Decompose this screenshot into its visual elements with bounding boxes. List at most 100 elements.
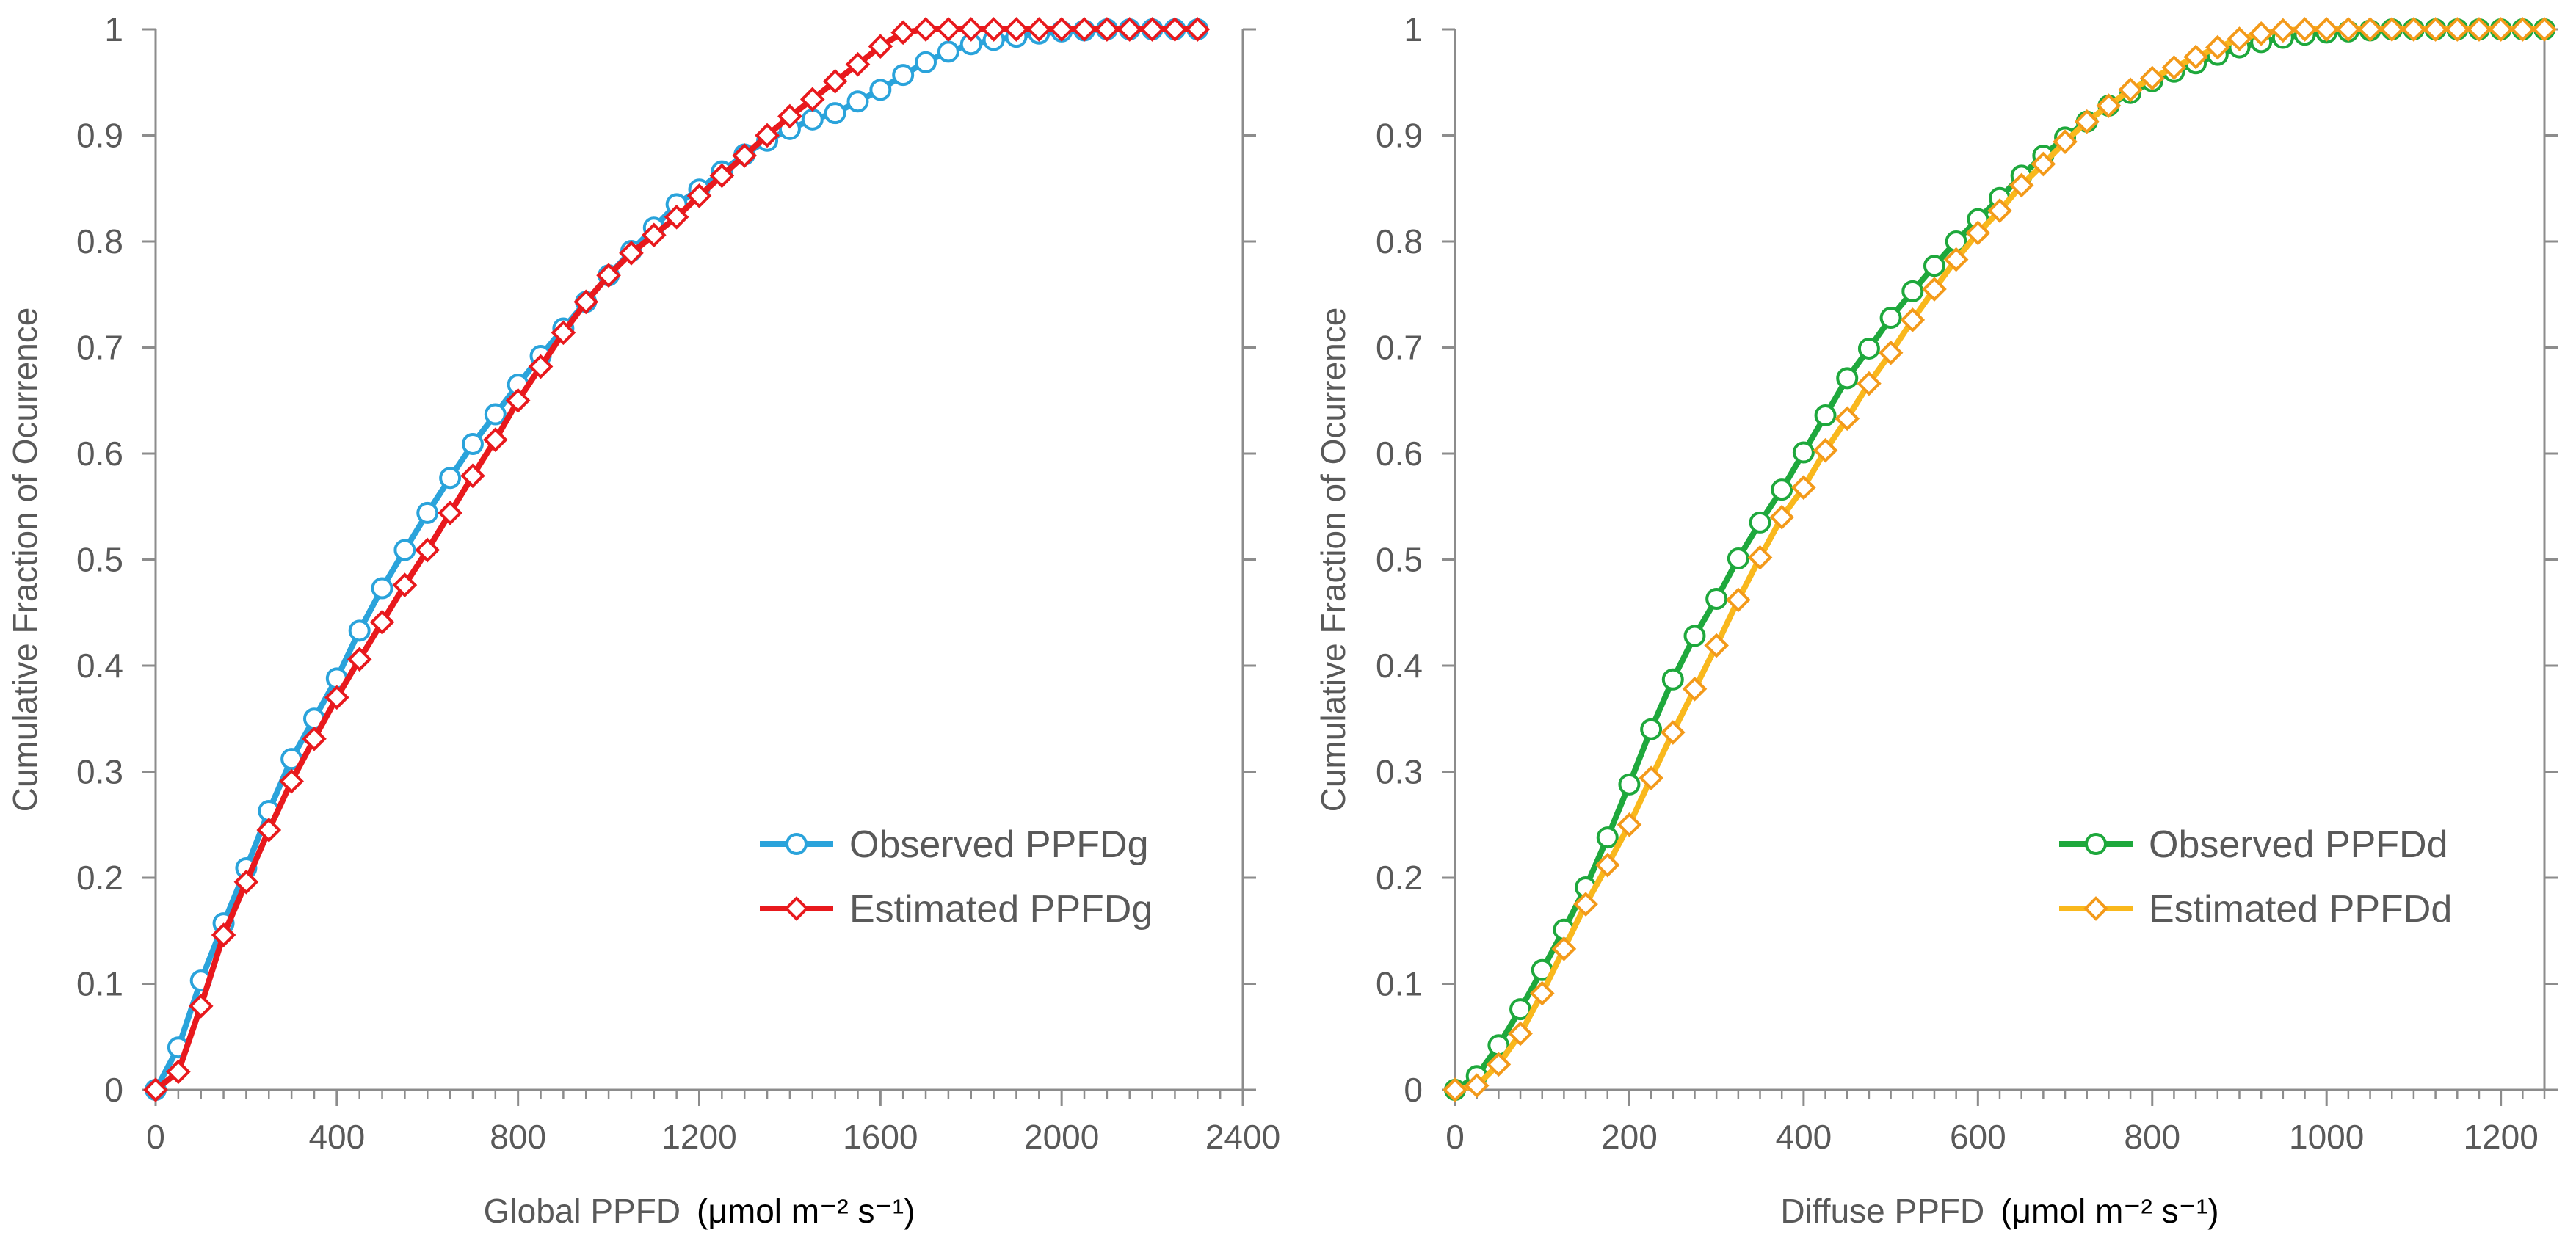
y-tick-label: 0	[104, 1071, 123, 1109]
y-tick-label: 1	[104, 10, 123, 48]
data-point	[732, 143, 758, 168]
x-axis-title: Global PPFD (μmol m⁻² s⁻¹)	[484, 1192, 915, 1230]
y-tick-label: 0.9	[76, 117, 123, 155]
data-point	[415, 537, 440, 563]
data-point	[1900, 307, 1926, 332]
data-point	[2205, 34, 2230, 60]
x-tick-label: 400	[1776, 1118, 1832, 1156]
data-point	[1792, 441, 1815, 464]
data-point	[1771, 478, 1793, 501]
data-point	[1987, 198, 2012, 223]
chart-diffuse-ppfd: 0 0.1 0.2 0.3 0.4 0.5 0.6 0.7 0.8 0.9 1 0 200 400 600 8…	[1314, 10, 2558, 1230]
data-point	[484, 403, 507, 426]
x-tick-label: 200	[1601, 1118, 1658, 1156]
legend-label: Estimated PPFDg	[849, 888, 1153, 931]
data-point	[981, 17, 1006, 42]
x-axis-title-label: Global PPFD	[484, 1192, 681, 1230]
data-point	[892, 64, 915, 87]
data-point	[2227, 26, 2252, 51]
data-point	[869, 79, 892, 101]
legend-marker-circle	[2085, 833, 2107, 855]
x-axis-title: Diffuse PPFD (μmol m⁻² s⁻¹)	[1780, 1192, 2218, 1230]
data-point	[1049, 17, 1074, 42]
data-point	[1464, 1073, 1490, 1099]
series-estimated-ppfdg	[143, 17, 1211, 1102]
y-tick-label: 0.2	[1376, 859, 1423, 897]
data-point	[755, 123, 780, 148]
x-tick-label: 1000	[2289, 1118, 2364, 1156]
y-tick-label: 0.4	[1376, 647, 1423, 685]
data-point	[211, 922, 236, 947]
data-point	[1661, 668, 1684, 691]
data-point	[324, 685, 349, 710]
x-tick-label: 0	[1445, 1118, 1465, 1156]
data-point	[777, 103, 802, 129]
data-point	[1509, 998, 1532, 1021]
data-point	[2183, 44, 2208, 70]
data-point	[913, 17, 938, 42]
y-tick-label: 0.4	[76, 647, 123, 685]
y-tick-label: 0.5	[1376, 541, 1423, 579]
series-observed-ppfdg	[145, 18, 1209, 1101]
data-point	[2488, 17, 2514, 42]
data-point	[460, 463, 485, 489]
data-point	[937, 40, 959, 63]
data-point	[890, 20, 916, 46]
data-point	[596, 263, 621, 288]
x-axis-title-unit: (μmol m⁻² s⁻¹)	[2000, 1192, 2218, 1230]
series-observed-ppfdd	[1444, 18, 2555, 1101]
data-point	[709, 163, 735, 189]
data-point	[461, 432, 484, 455]
data-point	[2314, 17, 2340, 42]
data-point	[2532, 17, 2557, 42]
legend-label: Observed PPFDd	[2149, 823, 2448, 866]
data-point	[1704, 633, 1729, 658]
x-tick-label: 2400	[1205, 1118, 1280, 1156]
data-point	[2031, 151, 2056, 177]
data-point	[1443, 1077, 1467, 1102]
legend-marker-diamond	[2083, 896, 2108, 921]
data-point	[686, 183, 712, 208]
y-tick-label: 0.8	[1376, 222, 1423, 261]
data-point	[347, 647, 372, 672]
legend-marker-diamond	[784, 896, 809, 921]
data-point	[416, 501, 439, 524]
data-point	[1072, 17, 1097, 42]
legend-label: Estimated PPFDd	[2149, 888, 2452, 931]
y-tick-label: 0.1	[1376, 965, 1423, 1003]
data-point	[2423, 17, 2448, 42]
data-point	[1660, 720, 1686, 745]
data-point	[1705, 587, 1728, 610]
data-point	[1596, 826, 1619, 849]
data-point	[2249, 21, 2274, 46]
data-point	[369, 609, 395, 635]
data-point	[2139, 65, 2165, 91]
data-point	[1529, 980, 1555, 1006]
data-point	[801, 108, 824, 131]
data-point	[1095, 17, 1120, 42]
data-point	[2053, 129, 2078, 154]
y-tick-label: 0.6	[76, 434, 123, 473]
x-tick-label: 800	[490, 1118, 546, 1156]
data-point	[1683, 625, 1706, 647]
data-point	[2292, 17, 2318, 42]
y-tick-label: 0.3	[1376, 753, 1423, 791]
data-point	[438, 501, 462, 525]
data-point	[958, 17, 984, 42]
data-point	[868, 34, 893, 59]
data-point	[1943, 247, 1969, 272]
data-point	[166, 1059, 191, 1085]
data-point	[2357, 17, 2383, 42]
data-point	[1836, 367, 1859, 390]
data-point	[822, 68, 848, 94]
data-point	[1618, 773, 1641, 796]
data-point	[2510, 17, 2536, 42]
data-point	[1726, 587, 1751, 613]
data-point	[1486, 1052, 1512, 1077]
data-point	[2096, 93, 2122, 118]
x-axis-title-label: Diffuse PPFD	[1780, 1192, 1984, 1230]
x-tick-label: 1200	[661, 1118, 736, 1156]
data-point	[528, 354, 554, 379]
data-point	[2445, 17, 2470, 42]
data-point	[619, 241, 644, 266]
